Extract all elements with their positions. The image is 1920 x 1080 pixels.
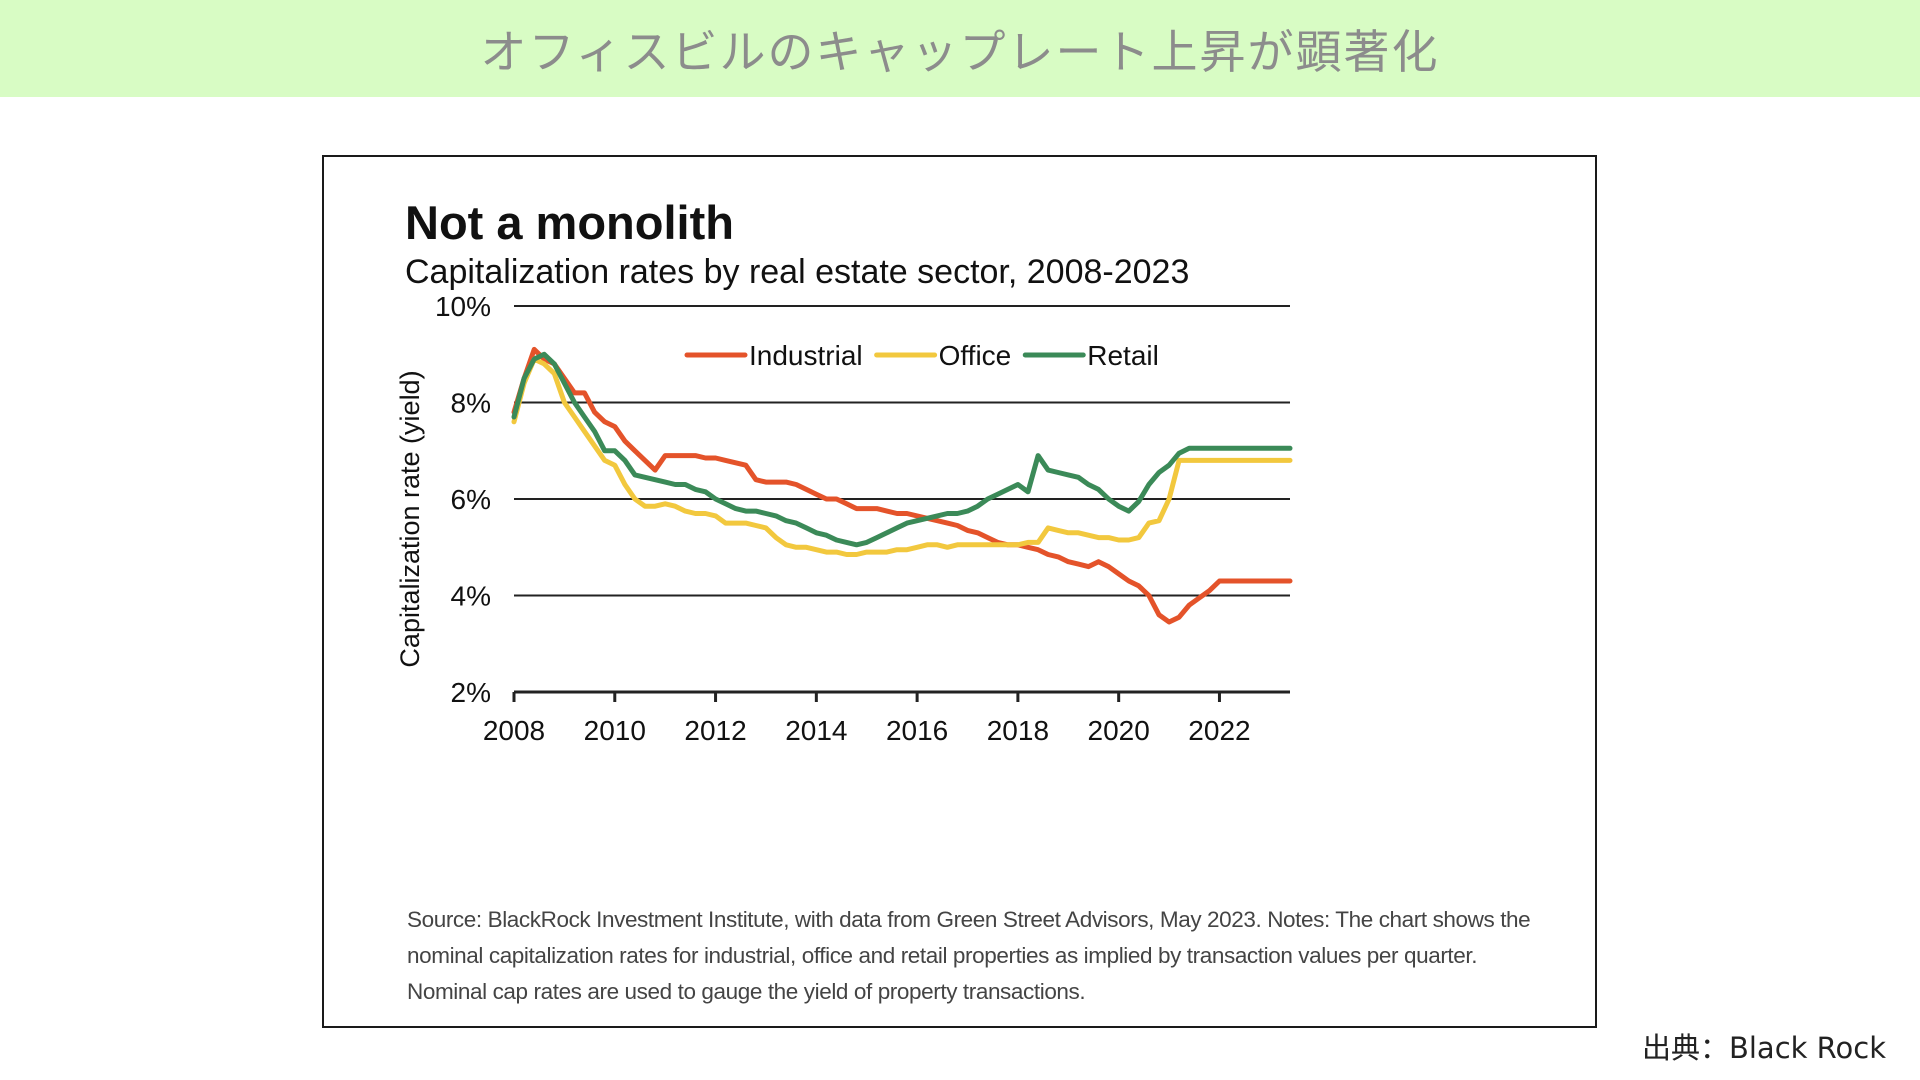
line-chart: 2% 4% 6% 8% 10% 2008 2010 2012 2014 2016 2018 2020 2…	[395, 291, 1293, 746]
x-tick-label: 2008	[483, 715, 545, 746]
series-line-office	[511, 356, 1293, 557]
y-axis-label: Capitalization rate (yield)	[395, 370, 425, 667]
chart-subtitle: Capitalization rates by real estate sect…	[405, 253, 1190, 291]
header-banner: オフィスビルのキャップレート上昇が顕著化	[0, 0, 1920, 97]
series-line-industrial	[511, 346, 1293, 625]
y-tick-label: 10%	[435, 291, 491, 322]
legend-label-office: Office	[939, 340, 1012, 371]
x-tick-label: 2016	[886, 715, 948, 746]
chart-frame: Not a monolith Capitalization rates by r…	[322, 155, 1597, 1028]
chart-title: Not a monolith	[405, 196, 734, 249]
x-tick-label: 2020	[1088, 715, 1150, 746]
source-credit: 出典：Black Rock	[1641, 1031, 1886, 1065]
x-tick-label: 2018	[987, 715, 1049, 746]
banner-title: オフィスビルのキャップレート上昇が顕著化	[480, 24, 1440, 79]
y-tick-label: 8%	[451, 388, 491, 419]
y-tick-label: 4%	[451, 581, 491, 612]
x-tick-label: 2012	[684, 715, 746, 746]
y-tick-label: 6%	[451, 484, 491, 515]
y-tick-label: 2%	[451, 677, 491, 708]
x-tick-label: 2014	[785, 715, 847, 746]
source-note: Source: BlackRock Investment Institute, …	[407, 907, 1531, 1004]
legend-label-retail: Retail	[1087, 340, 1159, 371]
series-line-retail	[511, 351, 1293, 548]
x-tick-label: 2010	[584, 715, 646, 746]
legend-label-industrial: Industrial	[749, 340, 863, 371]
x-tick-label: 2022	[1188, 715, 1250, 746]
